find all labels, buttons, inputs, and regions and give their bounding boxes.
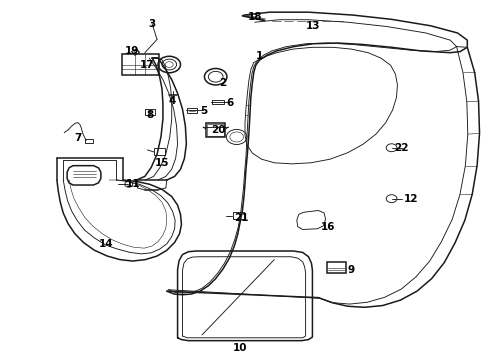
Bar bbox=[233, 212, 244, 220]
Text: 13: 13 bbox=[306, 21, 320, 31]
Bar bbox=[212, 100, 224, 104]
Text: 15: 15 bbox=[155, 158, 169, 168]
Text: 7: 7 bbox=[74, 133, 81, 143]
Bar bbox=[145, 109, 155, 115]
Text: 10: 10 bbox=[233, 343, 247, 353]
Text: 2: 2 bbox=[220, 78, 227, 88]
Bar bbox=[207, 124, 224, 136]
Text: 17: 17 bbox=[140, 60, 154, 70]
Text: 3: 3 bbox=[148, 19, 156, 29]
Bar bbox=[187, 108, 197, 113]
Text: 1: 1 bbox=[256, 51, 263, 61]
Bar bbox=[206, 123, 225, 137]
Text: 6: 6 bbox=[227, 98, 234, 108]
Bar bbox=[85, 139, 93, 143]
Text: 4: 4 bbox=[168, 96, 175, 106]
Text: 19: 19 bbox=[124, 46, 139, 56]
Text: 9: 9 bbox=[348, 265, 355, 275]
Text: 20: 20 bbox=[211, 125, 225, 135]
Bar bbox=[154, 148, 165, 155]
Text: 21: 21 bbox=[234, 213, 249, 223]
Bar bbox=[122, 54, 159, 75]
Text: 14: 14 bbox=[98, 239, 113, 249]
Text: 5: 5 bbox=[200, 106, 207, 116]
Text: 18: 18 bbox=[247, 12, 262, 22]
Text: 22: 22 bbox=[394, 143, 409, 153]
Text: 16: 16 bbox=[321, 222, 335, 231]
Text: 12: 12 bbox=[404, 194, 418, 204]
Text: 11: 11 bbox=[125, 179, 140, 189]
Text: 8: 8 bbox=[146, 111, 153, 121]
Bar bbox=[327, 262, 345, 273]
